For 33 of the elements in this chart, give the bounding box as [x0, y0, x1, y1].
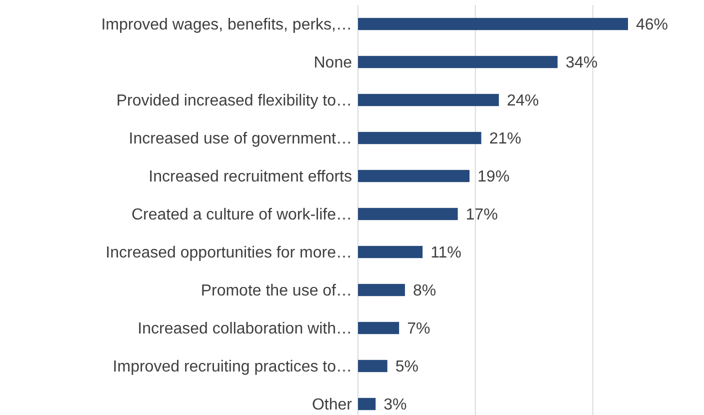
bar: [358, 398, 376, 410]
y-tick-label: Increased collaboration with…: [138, 320, 352, 338]
bar: [358, 170, 470, 182]
bar: [358, 284, 405, 296]
bar: [358, 132, 482, 144]
data-label: 19%: [478, 168, 510, 186]
data-label: 3%: [384, 396, 407, 414]
data-label: 11%: [430, 244, 462, 262]
y-tick-label: Increased opportunities for more…: [106, 244, 352, 262]
data-label: 21%: [489, 130, 522, 148]
bar: [358, 246, 423, 258]
y-tick-label: Provided increased flexibility to…: [116, 92, 352, 110]
bar: [358, 208, 458, 220]
data-label: 7%: [407, 320, 430, 338]
data-label: 24%: [506, 92, 539, 110]
data-label: 46%: [636, 16, 668, 34]
y-tick-label: Improved wages, benefits, perks,…: [101, 16, 352, 34]
y-tick-label: Increased recruitment efforts: [148, 168, 352, 186]
data-label: 34%: [566, 54, 598, 72]
bar: [358, 18, 628, 30]
data-label: 5%: [395, 358, 418, 376]
data-label: 17%: [466, 206, 498, 224]
y-tick-label: Increased use of government…: [128, 130, 352, 148]
y-tick-label: Improved recruiting practices to…: [112, 358, 352, 376]
y-tick-label: Other: [312, 396, 353, 414]
y-tick-label: Promote the use of…: [200, 282, 352, 300]
data-label: 8%: [412, 282, 436, 300]
bar: [358, 322, 400, 334]
bar: [358, 56, 558, 68]
y-tick-label: None: [314, 54, 352, 72]
bar: [358, 360, 388, 372]
y-tick-label: Created a culture of work-life…: [131, 206, 352, 224]
bar: [358, 94, 499, 106]
